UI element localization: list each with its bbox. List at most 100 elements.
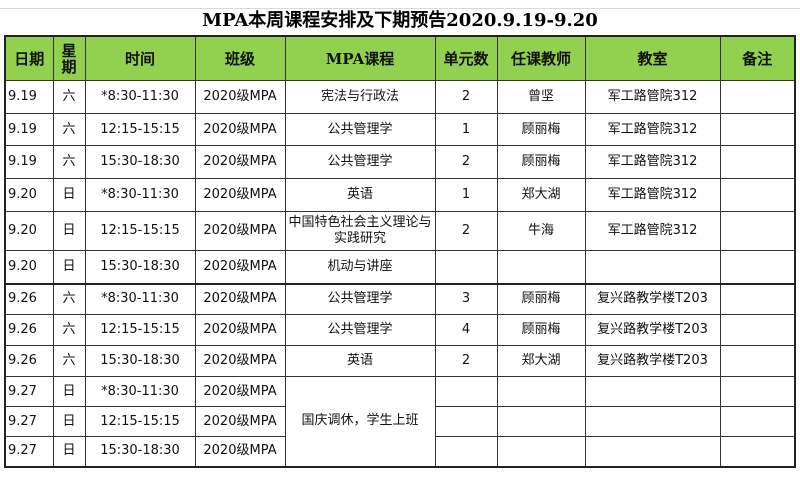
cell-room (584, 250, 721, 284)
cell-weekday: 日 (52, 436, 86, 467)
cell-time: 12:15-15:15 (84, 113, 196, 146)
table-row: 9.20 日 *8:30-11:30 2020级MPA 英语 1 郑大湖 军工路管院312 (4, 178, 796, 212)
col-notes: 备注 (719, 35, 796, 81)
cell-time: 15:30-18:30 (84, 436, 196, 467)
col-class: 班级 (194, 35, 286, 81)
col-teacher: 任课教师 (496, 35, 586, 81)
cell-time: 15:30-18:30 (84, 145, 196, 179)
cell-teacher: 牛海 (496, 211, 586, 251)
cell-notes (719, 250, 796, 284)
cell-weekday: 日 (52, 178, 86, 212)
cell-units (434, 376, 498, 407)
cell-class: 2020级MPA (194, 178, 286, 212)
cell-units (434, 406, 498, 437)
col-weekday: 星期 (52, 35, 86, 81)
cell-time: 15:30-18:30 (84, 250, 196, 284)
cell-date: 9.20 (4, 250, 54, 284)
cell-teacher (496, 436, 586, 467)
col-room: 教室 (584, 35, 721, 81)
col-date: 日期 (4, 35, 54, 81)
page-title: MPA本周课程安排及下期预告2020.9.19-9.20 (202, 10, 598, 31)
cell-room (584, 436, 721, 467)
cell-course: 宪法与行政法 (284, 80, 436, 114)
header-row: 日期 星期 时间 班级 MPA课程 单元数 任课教师 教室 备注 (4, 35, 796, 81)
cell-notes (719, 80, 796, 114)
cell-class: 2020级MPA (194, 436, 286, 467)
cell-date: 9.26 (4, 282, 54, 315)
cell-time: 12:15-15:15 (84, 406, 196, 437)
cell-weekday: 六 (52, 345, 86, 377)
cell-course: 英语 (284, 345, 436, 377)
cell-notes (719, 345, 796, 377)
cell-time: *8:30-11:30 (84, 178, 196, 212)
cell-units: 1 (434, 178, 498, 212)
cell-time: *8:30-11:30 (84, 80, 196, 114)
cell-date: 9.20 (4, 178, 54, 212)
cell-room: 复兴路教学楼T203 (584, 282, 721, 315)
table-row: 9.19 六 12:15-15:15 2020级MPA 公共管理学 1 顾丽梅 军工路管院31… (4, 113, 796, 146)
cell-date: 9.19 (4, 145, 54, 179)
table-row: 9.26 六 *8:30-11:30 2020级MPA 公共管理学 3 顾丽梅 复兴路教学楼T… (4, 282, 796, 315)
cell-date: 9.19 (4, 80, 54, 114)
table-row: 9.19 六 15:30-18:30 2020级MPA 公共管理学 2 顾丽梅 军工路管院31… (4, 145, 796, 179)
table-row: 9.27 日 12:15-15:15 2020级MPA (4, 406, 796, 437)
cell-course: 公共管理学 (284, 113, 436, 146)
cell-teacher (496, 250, 586, 284)
cell-notes (719, 282, 796, 315)
cell-course: 公共管理学 (284, 145, 436, 179)
cell-class: 2020级MPA (194, 145, 286, 179)
cell-units (434, 436, 498, 467)
cell-course: 机动与讲座 (284, 250, 436, 284)
cell-weekday: 六 (52, 314, 86, 346)
cell-units: 2 (434, 80, 498, 114)
cell-class: 2020级MPA (194, 345, 286, 377)
cell-date: 9.19 (4, 113, 54, 146)
cell-weekday: 六 (52, 282, 86, 315)
col-course: MPA课程 (284, 35, 436, 81)
table-body: 9.19 六 *8:30-11:30 2020级MPA 宪法与行政法 2 曾坚 军工路管院31… (4, 80, 796, 467)
cell-notes (719, 406, 796, 437)
table-row: 9.19 六 *8:30-11:30 2020级MPA 宪法与行政法 2 曾坚 军工路管院31… (4, 80, 796, 114)
cell-units: 1 (434, 113, 498, 146)
cell-weekday: 六 (52, 113, 86, 146)
cell-date: 9.27 (4, 376, 54, 407)
cell-notes (719, 178, 796, 212)
cell-teacher: 顾丽梅 (496, 145, 586, 179)
cell-notes (719, 376, 796, 407)
cell-class: 2020级MPA (194, 113, 286, 146)
table-row: 9.26 六 15:30-18:30 2020级MPA 英语 2 郑大湖 复兴路教学楼T203 (4, 345, 796, 377)
cell-units: 2 (434, 345, 498, 377)
cell-units: 2 (434, 145, 498, 179)
cell-course: 英语 (284, 178, 436, 212)
cell-date: 9.27 (4, 436, 54, 467)
cell-time: 15:30-18:30 (84, 345, 196, 377)
cell-weekday: 日 (52, 376, 86, 407)
table-row: 9.20 日 12:15-15:15 2020级MPA 中国特色社会主义理论与实践研究 2… (4, 211, 796, 251)
cell-teacher: 顾丽梅 (496, 282, 586, 315)
schedule-table: 日期 星期 时间 班级 MPA课程 单元数 任课教师 教室 备注 9.19 六 *8… (4, 35, 796, 468)
cell-course: 国庆调休，学生上班 (284, 376, 436, 467)
cell-time: *8:30-11:30 (84, 376, 196, 407)
cell-room: 军工路管院312 (584, 80, 721, 114)
table-row: 9.26 六 12:15-15:15 2020级MPA 公共管理学 4 顾丽梅 复兴路教学楼T… (4, 314, 796, 346)
cell-units: 4 (434, 314, 498, 346)
cell-weekday: 六 (52, 80, 86, 114)
cell-class: 2020级MPA (194, 406, 286, 437)
cell-weekday: 日 (52, 406, 86, 437)
cell-class: 2020级MPA (194, 211, 286, 251)
cell-time: 12:15-15:15 (84, 211, 196, 251)
cell-class: 2020级MPA (194, 80, 286, 114)
table-row: 9.20 日 15:30-18:30 2020级MPA 机动与讲座 (4, 250, 796, 284)
cell-teacher (496, 376, 586, 407)
cell-teacher: 曾坚 (496, 80, 586, 114)
cell-notes (719, 211, 796, 251)
cell-teacher: 顾丽梅 (496, 314, 586, 346)
col-units: 单元数 (434, 35, 498, 81)
cell-date: 9.20 (4, 211, 54, 251)
cell-weekday: 日 (52, 250, 86, 284)
cell-notes (719, 314, 796, 346)
cell-room: 军工路管院312 (584, 211, 721, 251)
cell-room (584, 406, 721, 437)
cell-date: 9.26 (4, 314, 54, 346)
cell-course: 公共管理学 (284, 282, 436, 315)
